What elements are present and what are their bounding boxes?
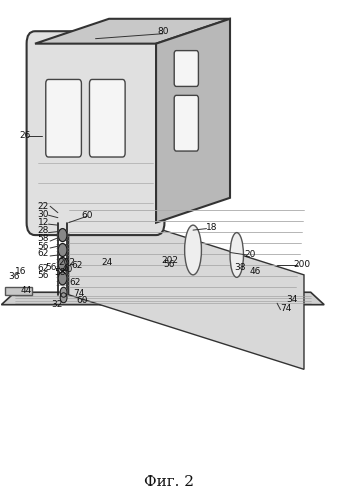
Text: 62: 62 (38, 264, 49, 274)
Circle shape (58, 258, 67, 270)
Text: 74: 74 (73, 290, 84, 298)
Text: 20: 20 (244, 250, 256, 260)
FancyBboxPatch shape (26, 31, 164, 235)
Text: 62: 62 (71, 261, 83, 270)
FancyBboxPatch shape (89, 80, 125, 157)
Polygon shape (35, 19, 230, 44)
Text: 62: 62 (38, 250, 49, 258)
Text: 16: 16 (15, 268, 27, 276)
Polygon shape (68, 200, 304, 370)
Text: 22: 22 (38, 202, 49, 210)
Text: 24: 24 (102, 258, 113, 268)
Text: 200: 200 (294, 260, 311, 270)
Text: 56: 56 (38, 242, 49, 250)
Text: 74: 74 (280, 304, 291, 313)
Polygon shape (1, 292, 324, 304)
Text: 60: 60 (76, 296, 88, 305)
Text: 202: 202 (58, 258, 76, 267)
Text: 30: 30 (38, 210, 49, 218)
Text: 40: 40 (61, 266, 73, 274)
Ellipse shape (230, 232, 243, 278)
Text: 58: 58 (38, 234, 49, 242)
Text: 26: 26 (19, 131, 31, 140)
Text: 36: 36 (8, 272, 20, 281)
Circle shape (60, 293, 67, 302)
Text: 202: 202 (161, 256, 178, 266)
Ellipse shape (185, 225, 201, 275)
FancyBboxPatch shape (174, 50, 198, 86)
Text: 46: 46 (250, 267, 261, 276)
Text: 56: 56 (45, 263, 57, 272)
Text: 58: 58 (55, 268, 66, 277)
Text: 34: 34 (286, 295, 298, 304)
Polygon shape (156, 19, 230, 222)
Text: 56: 56 (38, 272, 49, 280)
Text: 62: 62 (70, 278, 81, 287)
Text: 60: 60 (81, 210, 93, 220)
Text: 56: 56 (164, 260, 175, 270)
Text: 28: 28 (38, 226, 49, 234)
FancyBboxPatch shape (174, 96, 198, 151)
Circle shape (58, 272, 67, 285)
Text: 80: 80 (157, 26, 168, 36)
Text: 12: 12 (38, 218, 49, 226)
Text: 44: 44 (21, 286, 32, 296)
Text: 18: 18 (206, 223, 217, 232)
Text: 32: 32 (51, 300, 63, 309)
Circle shape (58, 228, 67, 241)
Text: Фиг. 2: Фиг. 2 (144, 474, 195, 488)
FancyBboxPatch shape (46, 80, 81, 157)
Circle shape (58, 244, 67, 256)
Polygon shape (5, 288, 32, 294)
Text: 38: 38 (234, 263, 246, 272)
Circle shape (60, 288, 67, 297)
